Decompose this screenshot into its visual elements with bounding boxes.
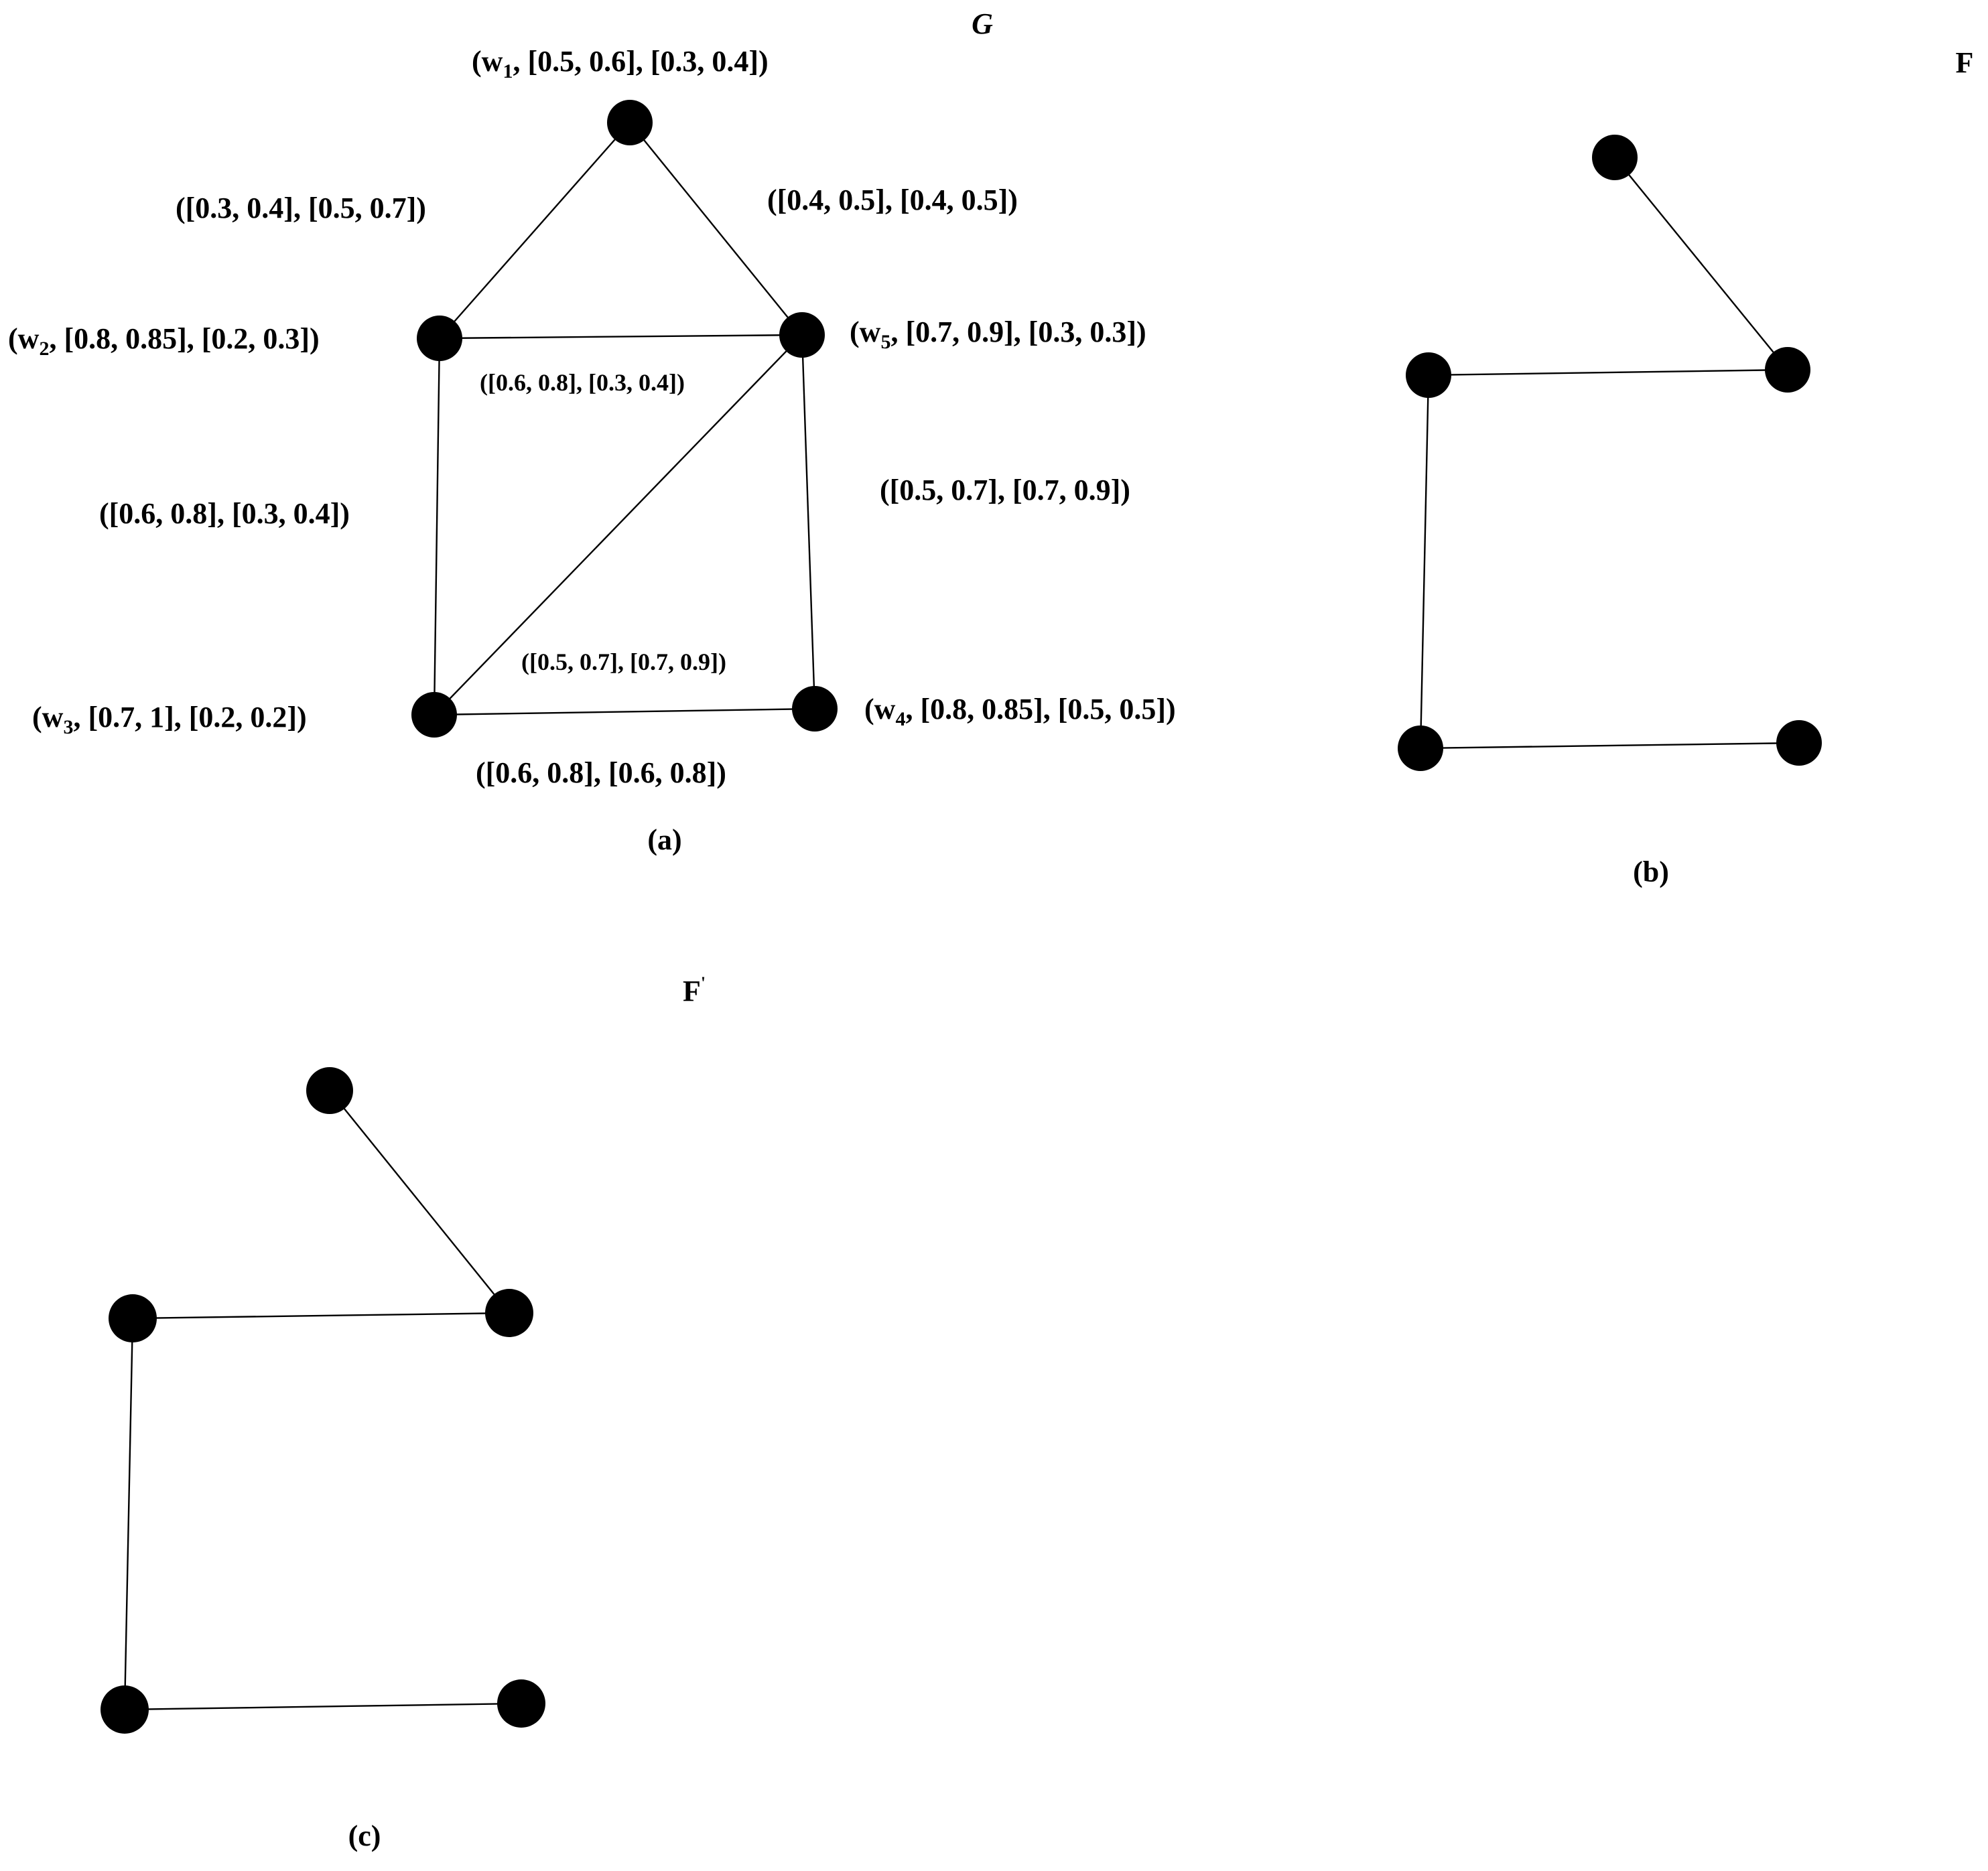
node-u3 [101, 1685, 149, 1734]
edge-v2-v3 [1419, 374, 1430, 749]
node-w4 [792, 686, 838, 732]
node-label-w5: (w5, [0.7, 0.9], [0.3, 0.3]) [850, 316, 1146, 353]
node-u5 [485, 1289, 533, 1337]
node-w1 [607, 100, 653, 145]
edge-w5-w3 [434, 334, 803, 715]
edge-w2-w5 [439, 334, 803, 340]
node-w3 [411, 692, 457, 738]
edge-w1-w5 [629, 122, 803, 336]
edge-label-w2-w5: ([0.6, 0.8], [0.3, 0.4]) [480, 369, 685, 396]
panel-b-caption: (b) [1633, 855, 1669, 888]
panel-a-caption: (a) [647, 823, 681, 856]
edge-label-w5-w4: ([0.5, 0.7], [0.7, 0.9]) [880, 474, 1130, 506]
node-label-w1: (w1, [0.5, 0.6], [0.3, 0.4]) [472, 45, 769, 82]
edge-w1-w2 [439, 122, 631, 339]
edge-v3-v4 [1420, 742, 1800, 750]
node-v3 [1398, 725, 1443, 771]
node-w5 [779, 312, 825, 358]
panel-c-title: F' [683, 973, 706, 1008]
panel-b: F (b) [1398, 46, 1973, 888]
edge-v2-v5 [1428, 368, 1788, 376]
node-label-w4: (w4, [0.8, 0.85], [0.5, 0.5]) [864, 693, 1176, 730]
edge-u2-u3 [123, 1318, 134, 1710]
node-u1 [306, 1067, 353, 1114]
edge-w5-w4 [801, 334, 816, 709]
panel-c-caption: (c) [348, 1819, 381, 1852]
edge-u3-u4 [124, 1702, 522, 1711]
node-label-w3: (w3, [0.7, 1], [0.2, 0.2]) [32, 701, 307, 738]
edge-u2-u5 [132, 1312, 510, 1320]
node-label-w2: (w2, [0.8, 0.85], [0.2, 0.3]) [8, 322, 320, 360]
panel-a: G (w1, [0.5, 0.6], [0.3, 0.4]) (w2, [0.8… [8, 7, 1176, 856]
edge-label-w1-w5: ([0.4, 0.5], [0.4, 0.5]) [767, 184, 1018, 216]
edge-label-w3-w4: ([0.6, 0.8], [0.6, 0.8]) [476, 756, 726, 789]
node-u2 [109, 1294, 157, 1342]
node-v4 [1776, 720, 1822, 766]
edge-w2-w3 [433, 338, 441, 715]
node-v1 [1592, 135, 1638, 180]
panel-b-title: F [1956, 46, 1974, 79]
edge-label-w5-w3: ([0.5, 0.7], [0.7, 0.9]) [521, 648, 726, 675]
edge-u1-u5 [329, 1090, 510, 1314]
edge-label-w2-w3: ([0.6, 0.8], [0.3, 0.4]) [99, 497, 350, 530]
edge-v1-v5 [1614, 157, 1788, 370]
edge-label-w1-w2: ([0.3, 0.4], [0.5, 0.7]) [176, 192, 426, 224]
node-v2 [1406, 352, 1451, 398]
node-v5 [1765, 347, 1810, 393]
node-w2 [417, 316, 462, 361]
node-u4 [497, 1679, 545, 1728]
panel-a-title: G [972, 7, 993, 40]
panel-c: F' (c) [101, 973, 706, 1852]
edge-w3-w4 [434, 707, 815, 716]
